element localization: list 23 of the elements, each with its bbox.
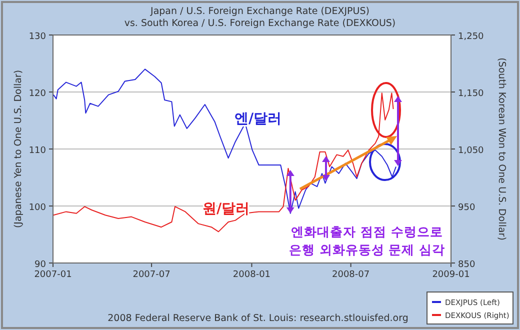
- y-axis-title: (Japanese Yen to One U.S. Dollar): [13, 70, 24, 228]
- y2-tick-label: 1,150: [458, 89, 484, 99]
- y2-tick-label: 1,250: [458, 32, 484, 42]
- x-tick-label: 2008-07: [332, 270, 370, 280]
- chart-subtitle: vs. South Korea / U.S. Foreign Exchange Rate (DEXKOUS): [124, 18, 396, 29]
- y2-tick-label: 1,050: [458, 146, 484, 156]
- text: 2008 Federal Reserve Bank of St. Louis: research.stlouisfed.org: [108, 313, 408, 324]
- y-tick-label: 90: [34, 260, 46, 270]
- annotation: 원/달러: [202, 201, 250, 217]
- annotation: 엔/달러: [234, 111, 282, 127]
- x-tick-label: 2008-01: [232, 270, 271, 280]
- y2-axis-title: (South Korean Won to One U.S. Dollar): [496, 58, 507, 240]
- x-tick-label: 2007-07: [132, 270, 170, 280]
- x-tick-label: 2007-01: [34, 270, 72, 280]
- chart-title: Japan / U.S. Foreign Exchange Rate (DEXJPUS): [150, 6, 370, 17]
- x-tick-label: 2009-01: [432, 270, 470, 280]
- y-tick-label: 130: [28, 32, 46, 42]
- y2-tick-label: 850: [458, 260, 476, 270]
- y2-tick-label: 950: [458, 203, 476, 213]
- annotation: 엔화대출자 점점 수렁으로 은행 외화유동성 문제 심각: [288, 224, 446, 257]
- y-tick-label: 100: [28, 203, 46, 213]
- y-tick-label: 110: [28, 146, 46, 156]
- y-tick-label: 120: [28, 89, 46, 99]
